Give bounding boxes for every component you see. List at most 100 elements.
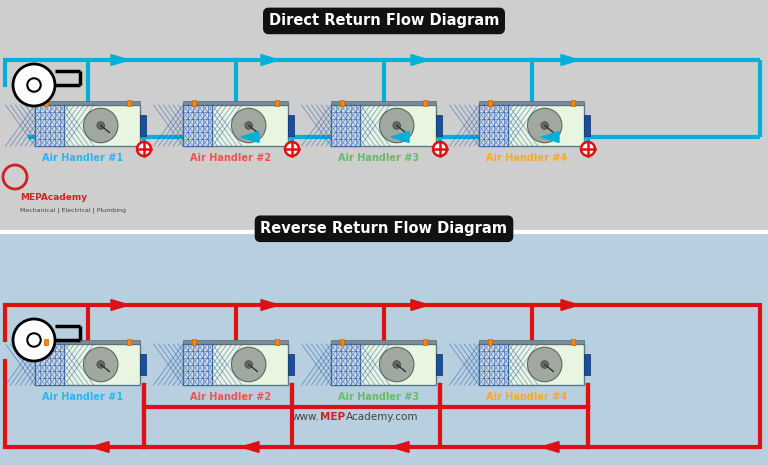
Bar: [488, 100, 492, 106]
Text: Academy.com: Academy.com: [346, 412, 419, 422]
Bar: [479, 340, 584, 344]
Bar: [0, 0, 768, 232]
Bar: [479, 344, 508, 385]
Bar: [479, 105, 584, 146]
Circle shape: [13, 319, 55, 361]
Text: www.: www.: [292, 412, 319, 422]
Bar: [275, 339, 280, 345]
Text: Air Handler #3: Air Handler #3: [338, 392, 419, 402]
Bar: [35, 105, 65, 146]
Bar: [479, 101, 584, 105]
Circle shape: [97, 122, 104, 129]
Circle shape: [231, 347, 266, 382]
Bar: [35, 344, 140, 385]
Circle shape: [379, 347, 414, 382]
Polygon shape: [261, 54, 279, 66]
Polygon shape: [541, 442, 559, 452]
Bar: [192, 100, 196, 106]
Bar: [423, 339, 427, 345]
Bar: [192, 339, 196, 345]
Circle shape: [231, 108, 266, 143]
Polygon shape: [391, 442, 409, 452]
Bar: [584, 354, 591, 375]
Polygon shape: [241, 442, 259, 452]
Circle shape: [393, 361, 400, 368]
Circle shape: [433, 142, 447, 156]
Polygon shape: [241, 132, 259, 142]
Bar: [423, 100, 427, 106]
Circle shape: [285, 142, 299, 156]
Polygon shape: [111, 54, 129, 66]
Bar: [183, 101, 288, 105]
Bar: [183, 344, 213, 385]
Bar: [140, 115, 146, 136]
Circle shape: [84, 108, 118, 143]
Bar: [275, 100, 280, 106]
Bar: [331, 344, 360, 385]
Bar: [44, 339, 48, 345]
Bar: [331, 340, 436, 344]
Bar: [488, 339, 492, 345]
Bar: [127, 339, 131, 345]
Bar: [479, 105, 508, 146]
Text: Air Handler #3: Air Handler #3: [338, 153, 419, 163]
Bar: [584, 115, 591, 136]
Bar: [183, 105, 213, 146]
Circle shape: [137, 142, 151, 156]
Bar: [183, 105, 288, 146]
Bar: [140, 354, 146, 375]
Bar: [331, 344, 436, 385]
Text: Air Handler #1: Air Handler #1: [41, 392, 123, 402]
Text: MEP: MEP: [319, 412, 345, 422]
Circle shape: [541, 361, 548, 368]
Bar: [436, 354, 442, 375]
Circle shape: [581, 142, 595, 156]
Bar: [331, 105, 436, 146]
Bar: [571, 100, 575, 106]
Bar: [288, 115, 294, 136]
Text: MEPAcademy: MEPAcademy: [20, 193, 87, 202]
Circle shape: [245, 122, 253, 129]
Text: Air Handler #4: Air Handler #4: [485, 392, 567, 402]
Bar: [183, 344, 288, 385]
Bar: [339, 339, 344, 345]
Text: Air Handler #1: Air Handler #1: [41, 153, 123, 163]
Bar: [331, 105, 360, 146]
Text: Air Handler #2: Air Handler #2: [190, 153, 271, 163]
Circle shape: [528, 108, 562, 143]
Polygon shape: [91, 442, 109, 452]
Circle shape: [28, 78, 41, 92]
Polygon shape: [261, 299, 279, 311]
Polygon shape: [411, 54, 429, 66]
Bar: [0, 232, 768, 465]
Circle shape: [84, 347, 118, 382]
Bar: [35, 344, 65, 385]
Bar: [339, 100, 344, 106]
Circle shape: [13, 64, 55, 106]
Bar: [571, 339, 575, 345]
Bar: [35, 340, 140, 344]
Bar: [44, 100, 48, 106]
Circle shape: [393, 122, 400, 129]
Text: Mechanical | Electrical | Plumbing: Mechanical | Electrical | Plumbing: [20, 207, 126, 213]
Polygon shape: [391, 132, 409, 142]
Polygon shape: [541, 132, 559, 142]
Text: Air Handler #4: Air Handler #4: [485, 153, 567, 163]
Circle shape: [97, 361, 104, 368]
Polygon shape: [411, 299, 429, 311]
Bar: [479, 344, 584, 385]
Circle shape: [245, 361, 253, 368]
Circle shape: [379, 108, 414, 143]
Text: Direct Return Flow Diagram: Direct Return Flow Diagram: [269, 13, 499, 28]
Bar: [127, 100, 131, 106]
Bar: [183, 340, 288, 344]
Polygon shape: [561, 299, 579, 311]
Bar: [436, 115, 442, 136]
Text: Reverse Return Flow Diagram: Reverse Return Flow Diagram: [260, 221, 508, 236]
Polygon shape: [111, 299, 129, 311]
Polygon shape: [561, 54, 579, 66]
Bar: [331, 101, 436, 105]
Text: Air Handler #2: Air Handler #2: [190, 392, 271, 402]
Circle shape: [28, 333, 41, 347]
Bar: [288, 354, 294, 375]
